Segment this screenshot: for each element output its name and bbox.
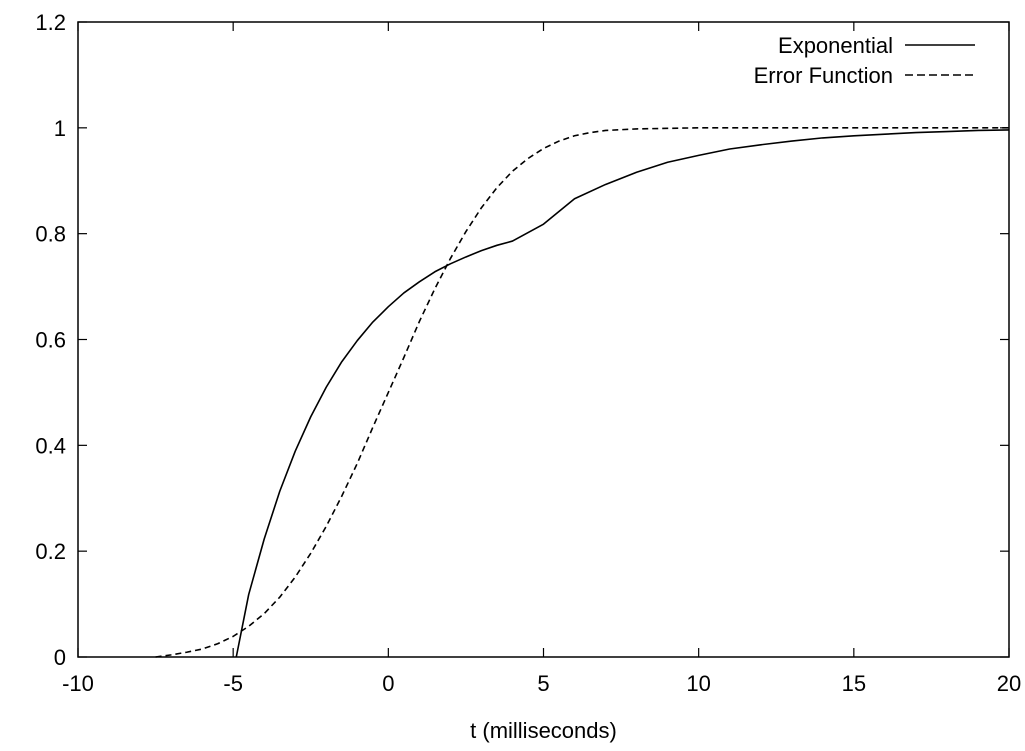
x-tick-label: 20 bbox=[997, 671, 1021, 696]
y-tick-label: 1 bbox=[54, 116, 66, 141]
y-tick-label: 0.6 bbox=[35, 328, 66, 353]
y-tick-label: 0.8 bbox=[35, 222, 66, 247]
y-tick-label: 0.4 bbox=[35, 433, 66, 458]
x-tick-label: 0 bbox=[382, 671, 394, 696]
y-tick-label: 0 bbox=[54, 645, 66, 670]
series-layer bbox=[155, 127, 1010, 658]
x-tick-label: 10 bbox=[686, 671, 710, 696]
tick-labels: -10 -5 0 5 10 15 20 0 0.2 0.4 0.6 0.8 1 1.2 bbox=[35, 10, 1021, 696]
y-tick-label: 1.2 bbox=[35, 10, 66, 35]
x-tick-label: -5 bbox=[223, 671, 243, 696]
series-line-exponential bbox=[235, 129, 1010, 658]
legend: Exponential Error Function bbox=[754, 33, 975, 88]
x-axis-title: t (milliseconds) bbox=[470, 718, 617, 743]
plot-frame bbox=[77, 21, 1010, 658]
x-tick-label: -10 bbox=[62, 671, 94, 696]
legend-label: Exponential bbox=[778, 33, 893, 58]
series-line-error-function bbox=[155, 127, 1009, 658]
legend-label: Error Function bbox=[754, 63, 893, 88]
x-tick-label: 15 bbox=[842, 671, 866, 696]
x-tick-label: 5 bbox=[537, 671, 549, 696]
y-tick-label: 0.2 bbox=[35, 539, 66, 564]
